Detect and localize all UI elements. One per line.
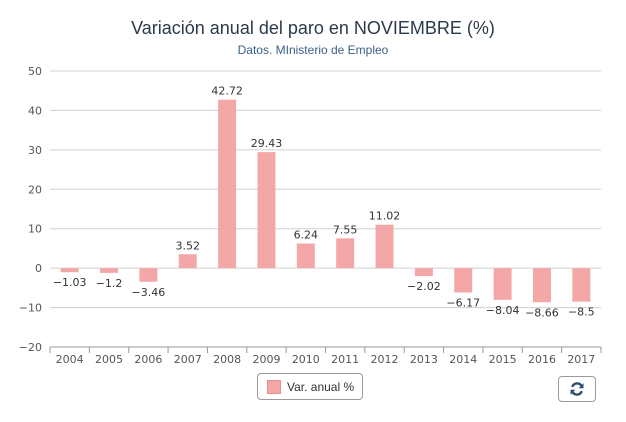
bar bbox=[257, 152, 276, 269]
data-label: 42.72 bbox=[211, 85, 243, 98]
bar bbox=[493, 268, 512, 300]
bar bbox=[296, 243, 315, 269]
x-tick-label: 2014 bbox=[449, 353, 477, 366]
data-label: −8.5 bbox=[568, 306, 595, 319]
x-tick-label: 2017 bbox=[567, 353, 595, 366]
x-tick-label: 2009 bbox=[252, 353, 280, 366]
bar bbox=[336, 238, 355, 269]
x-tick-label: 2016 bbox=[528, 353, 556, 366]
chart-subtitle: Datos. MInisterio de Empleo bbox=[237, 43, 389, 57]
x-tick-label: 2012 bbox=[371, 353, 399, 366]
y-tick-label: 10 bbox=[28, 223, 42, 236]
bar bbox=[178, 254, 197, 269]
data-label: −3.46 bbox=[132, 286, 166, 299]
data-label: −6.17 bbox=[446, 296, 480, 309]
refresh-button[interactable] bbox=[558, 376, 596, 402]
data-label: −2.02 bbox=[407, 280, 441, 293]
data-label: −8.04 bbox=[486, 304, 520, 317]
y-tick-label: −10 bbox=[19, 302, 42, 315]
y-tick-label: 20 bbox=[28, 183, 42, 196]
x-tick-label: 2004 bbox=[56, 353, 84, 366]
data-label: 6.24 bbox=[294, 229, 319, 242]
y-tick-label: 0 bbox=[35, 262, 42, 275]
y-tick-label: 30 bbox=[28, 144, 42, 157]
y-tick-label: 50 bbox=[28, 65, 42, 78]
bar bbox=[218, 99, 237, 269]
x-tick-label: 2013 bbox=[410, 353, 438, 366]
bar bbox=[139, 268, 158, 282]
bar bbox=[60, 268, 79, 273]
bar bbox=[414, 268, 433, 277]
legend-swatch bbox=[267, 379, 281, 394]
x-tick-label: 2005 bbox=[95, 353, 123, 366]
legend-item[interactable]: Var. anual % bbox=[257, 373, 363, 400]
x-tick-label: 2015 bbox=[489, 353, 517, 366]
data-label: −8.66 bbox=[525, 306, 559, 319]
y-tick-label: −20 bbox=[19, 341, 42, 354]
x-tick-label: 2007 bbox=[174, 353, 202, 366]
data-label: 7.55 bbox=[333, 223, 358, 236]
legend-label: Var. anual % bbox=[287, 379, 355, 394]
refresh-icon bbox=[570, 382, 584, 396]
bar bbox=[572, 268, 591, 302]
bar bbox=[532, 268, 551, 303]
y-tick-label: 40 bbox=[28, 104, 42, 117]
chart-title: Variación anual del paro en NOVIEMBRE (%… bbox=[131, 18, 495, 38]
x-tick-label: 2010 bbox=[292, 353, 320, 366]
bar bbox=[100, 268, 119, 273]
x-tick-label: 2006 bbox=[134, 353, 162, 366]
x-tick-label: 2008 bbox=[213, 353, 241, 366]
data-label: −1.03 bbox=[53, 276, 87, 289]
bar bbox=[375, 224, 394, 269]
data-label: −1.2 bbox=[96, 277, 123, 290]
data-label: 3.52 bbox=[176, 239, 201, 252]
data-label: 11.02 bbox=[369, 210, 401, 223]
bar bbox=[454, 268, 473, 293]
data-label: 29.43 bbox=[251, 137, 283, 150]
x-tick-label: 2011 bbox=[331, 353, 359, 366]
